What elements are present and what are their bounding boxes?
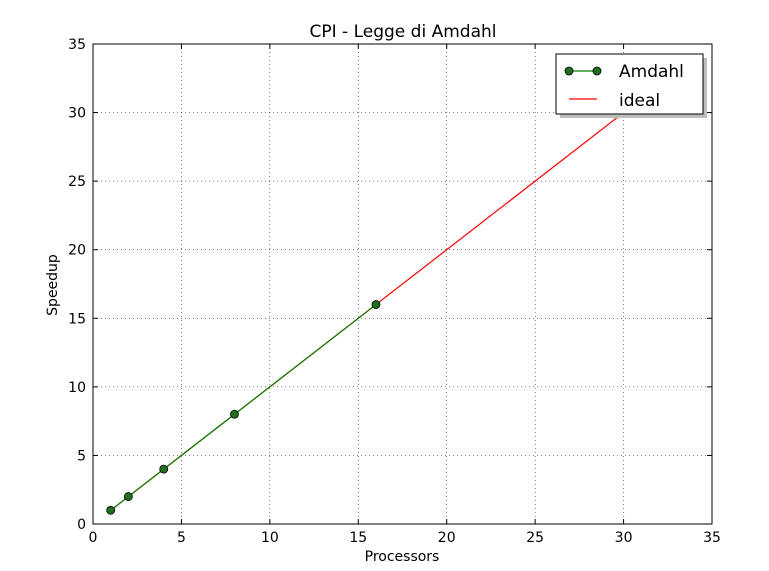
legend-box	[555, 53, 704, 115]
legend-entry-ideal: ideal	[569, 91, 660, 111]
legend-marker-amdahl-2	[592, 66, 602, 76]
legend: Amdahl ideal	[555, 53, 707, 118]
x-axis-label: Processors	[365, 549, 440, 565]
y-tick-label: 5	[77, 448, 86, 464]
y-tick-label: 0	[77, 517, 86, 533]
data-point-amdahl	[106, 505, 116, 515]
y-tick-label: 15	[68, 311, 86, 327]
x-tick-label: 35	[703, 530, 721, 546]
plot-frame	[92, 43, 713, 525]
legend-label-ideal: ideal	[619, 91, 660, 111]
x-tick-label: 10	[261, 530, 279, 546]
x-tick-label: 20	[438, 530, 456, 546]
legend-marker-amdahl	[564, 66, 574, 76]
x-tick-label: 0	[89, 530, 98, 546]
x-tick-label: 15	[349, 530, 367, 546]
data-point-amdahl	[230, 409, 239, 419]
data-point-amdahl	[123, 492, 133, 501]
legend-entry-amdahl: Amdahl	[564, 62, 684, 82]
x-tick-label: 30	[615, 530, 633, 546]
y-tick-label: 10	[68, 380, 86, 396]
chart-title: CPI - Legge di Amdahl	[310, 22, 497, 42]
y-tick-label: 30	[68, 106, 86, 122]
legend-label-amdahl: Amdahl	[619, 62, 684, 82]
y-axis-label: Speedup	[45, 254, 61, 316]
y-tick-label: 20	[68, 243, 86, 259]
ticks: 0 5 10 15 20 25 30 35 0 5 10 15 20 25 30 35	[68, 37, 721, 546]
data-point-amdahl	[159, 464, 169, 474]
data-point-amdahl	[371, 300, 381, 309]
x-tick-label: 25	[526, 530, 544, 546]
y-tick-label: 25	[68, 174, 86, 190]
x-tick-label: 5	[177, 530, 186, 546]
series-layer	[106, 84, 660, 515]
y-tick-label: 35	[68, 37, 86, 53]
